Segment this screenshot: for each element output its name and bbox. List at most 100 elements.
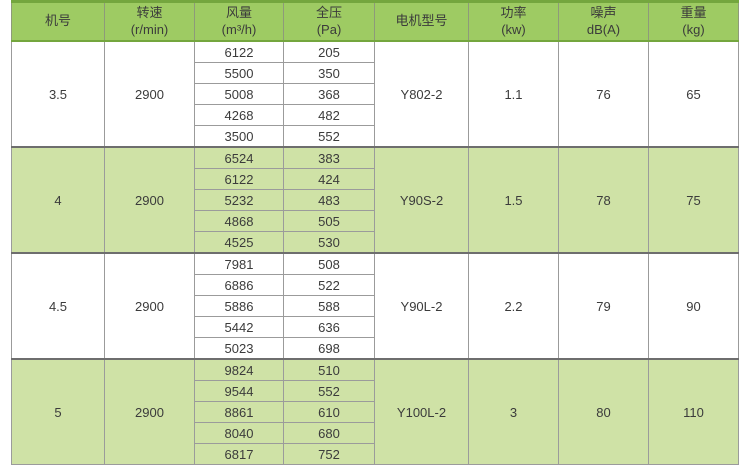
group-4-5: 4.5 2900 7981 508 Y90L-2 2.2 79 90 6886 … — [11, 252, 739, 360]
cell-pressure: 482 — [283, 104, 375, 126]
header-model-no: 机号 — [11, 0, 105, 42]
cell-airflow: 5500 — [194, 62, 284, 84]
cell-pressure: 610 — [283, 401, 375, 423]
header-weight-unit: (kg) — [682, 21, 705, 37]
header-weight-label: 重量 — [680, 5, 707, 21]
cell-motor-model: Y100L-2 — [374, 358, 469, 465]
cell-speed: 2900 — [104, 146, 195, 254]
cell-airflow: 4868 — [194, 210, 284, 232]
cell-noise: 78 — [558, 146, 649, 254]
header-speed-label: 转速 — [136, 5, 163, 21]
table-row: 6886 522 — [12, 274, 739, 296]
cell-pressure: 483 — [283, 189, 375, 211]
table-row: 5500 350 — [12, 62, 739, 84]
cell-pressure: 522 — [283, 274, 375, 296]
cell-model-no: 3.5 — [11, 40, 105, 148]
cell-airflow: 5232 — [194, 189, 284, 211]
table-row: 5023 698 — [12, 337, 739, 360]
header-power-label: 功率 — [500, 5, 527, 21]
table-row: 5008 368 — [12, 83, 739, 105]
header-noise: 噪声 dB(A) — [558, 0, 649, 42]
cell-speed: 2900 — [104, 40, 195, 148]
cell-weight: 75 — [648, 146, 739, 254]
table-row: 4268 482 — [12, 104, 739, 126]
cell-pressure: 588 — [283, 295, 375, 317]
cell-noise: 80 — [558, 358, 649, 465]
cell-airflow: 6122 — [194, 40, 284, 63]
fan-spec-table: 机号 转速 (r/min) 风量 (m³/h) 全压 (Pa) 电机型号 功率 (kw)… — [11, 0, 739, 465]
cell-noise: 76 — [558, 40, 649, 148]
cell-airflow: 5886 — [194, 295, 284, 317]
table-header: 机号 转速 (r/min) 风量 (m³/h) 全压 (Pa) 电机型号 功率 (kw)… — [11, 0, 739, 42]
cell-airflow: 4268 — [194, 104, 284, 126]
cell-motor-model: Y90S-2 — [374, 146, 469, 254]
cell-pressure: 552 — [283, 380, 375, 402]
cell-airflow: 5023 — [194, 337, 284, 360]
cell-airflow: 5008 — [194, 83, 284, 105]
cell-speed: 2900 — [104, 252, 195, 360]
cell-pressure: 368 — [283, 83, 375, 105]
cell-pressure: 508 — [283, 252, 375, 275]
cell-pressure: 680 — [283, 422, 375, 444]
header-airflow-unit: (m³/h) — [221, 21, 257, 37]
cell-airflow: 8040 — [194, 422, 284, 444]
header-weight: 重量 (kg) — [648, 0, 739, 42]
cell-weight: 65 — [648, 40, 739, 148]
header-pressure: 全压 (Pa) — [283, 0, 375, 42]
header-model-no-label: 机号 — [44, 13, 71, 29]
cell-power: 2.2 — [468, 252, 559, 360]
cell-pressure: 510 — [283, 358, 375, 381]
cell-power: 3 — [468, 358, 559, 465]
table-row: 5 2900 9824 510 Y100L-2 3 80 110 — [11, 358, 739, 465]
table-row: 9544 552 — [12, 380, 739, 402]
cell-airflow: 6886 — [194, 274, 284, 296]
header-pressure-label: 全压 — [315, 5, 342, 21]
header-airflow: 风量 (m³/h) — [194, 0, 284, 42]
header-pressure-unit: (Pa) — [316, 21, 342, 37]
cell-pressure: 424 — [283, 168, 375, 190]
header-speed: 转速 (r/min) — [104, 0, 195, 42]
cell-pressure: 636 — [283, 316, 375, 338]
table-row: 4868 505 — [12, 210, 739, 232]
cell-power: 1.5 — [468, 146, 559, 254]
header-airflow-label: 风量 — [225, 5, 252, 21]
table-row: 4.5 2900 7981 508 Y90L-2 2.2 79 90 — [11, 252, 739, 360]
header-power: 功率 (kw) — [468, 0, 559, 42]
cell-power: 1.1 — [468, 40, 559, 148]
group-3-5: 3.5 2900 6122 205 Y802-2 1.1 76 65 5500 … — [11, 40, 739, 148]
cell-motor-model: Y802-2 — [374, 40, 469, 148]
cell-pressure: 383 — [283, 146, 375, 169]
header-noise-label: 噪声 — [590, 5, 617, 21]
cell-airflow: 8861 — [194, 401, 284, 423]
cell-weight: 90 — [648, 252, 739, 360]
cell-airflow: 5442 — [194, 316, 284, 338]
cell-airflow: 6524 — [194, 146, 284, 169]
header-power-unit: (kw) — [501, 21, 526, 37]
header-speed-unit: (r/min) — [130, 21, 169, 37]
table-row: 4525 530 — [12, 231, 739, 254]
table-row: 6122 424 — [12, 168, 739, 190]
cell-pressure: 350 — [283, 62, 375, 84]
table-row: 8040 680 — [12, 422, 739, 444]
table-row: 5886 588 — [12, 295, 739, 317]
table-row: 4 2900 6524 383 Y90S-2 1.5 78 75 — [11, 146, 739, 254]
header-motor-model: 电机型号 — [374, 0, 469, 42]
cell-airflow: 9824 — [194, 358, 284, 381]
cell-airflow: 6122 — [194, 168, 284, 190]
cell-airflow: 4525 — [194, 231, 284, 254]
table-row: 3.5 2900 6122 205 Y802-2 1.1 76 65 — [11, 40, 739, 148]
cell-speed: 2900 — [104, 358, 195, 465]
cell-pressure: 205 — [283, 40, 375, 63]
cell-model-no: 4.5 — [11, 252, 105, 360]
header-motor-model-label: 电机型号 — [395, 13, 448, 29]
cell-noise: 79 — [558, 252, 649, 360]
cell-model-no: 5 — [11, 358, 105, 465]
cell-airflow: 6817 — [194, 443, 284, 465]
cell-pressure: 505 — [283, 210, 375, 232]
cell-airflow: 9544 — [194, 380, 284, 402]
cell-pressure: 552 — [283, 125, 375, 148]
cell-motor-model: Y90L-2 — [374, 252, 469, 360]
table-row: 5442 636 — [12, 316, 739, 338]
group-4: 4 2900 6524 383 Y90S-2 1.5 78 75 6122 42… — [11, 146, 739, 254]
group-5: 5 2900 9824 510 Y100L-2 3 80 110 9544 55… — [11, 358, 739, 465]
